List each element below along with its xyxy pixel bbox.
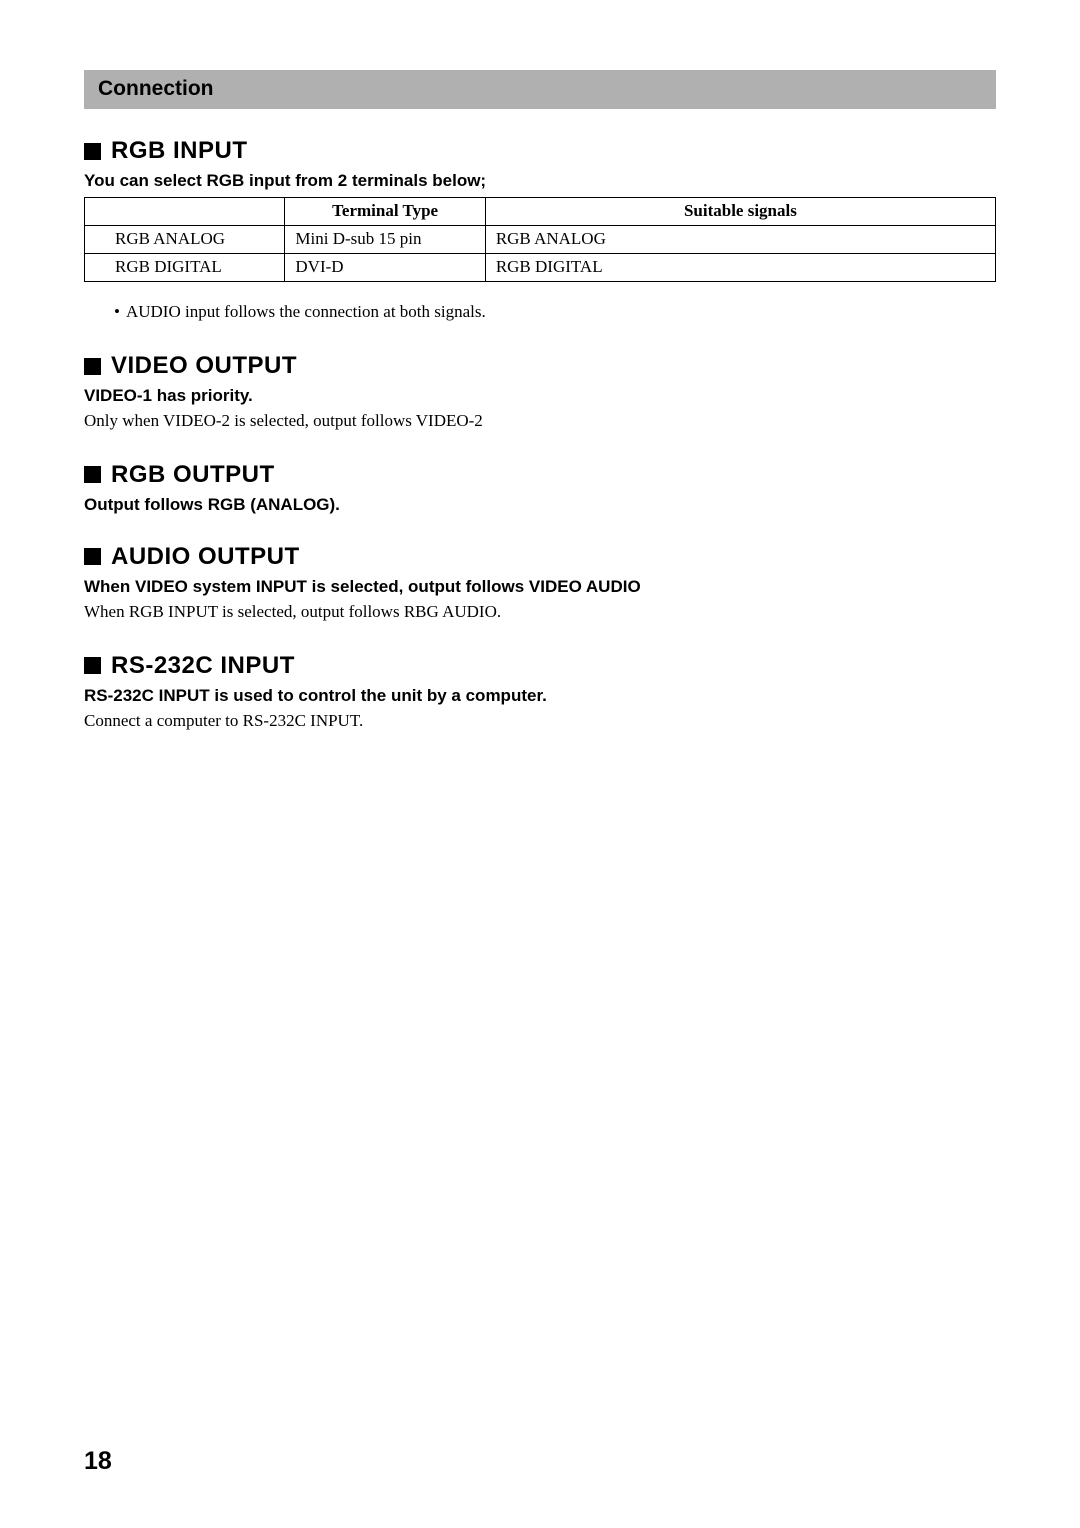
note-line: • AUDIO input follows the connection at … bbox=[114, 302, 996, 322]
table-row: RGB ANALOG Mini D-sub 15 pin RGB ANALOG bbox=[85, 226, 996, 254]
page: Connection RGB INPUT You can select RGB … bbox=[0, 0, 1080, 1528]
table-cell: RGB ANALOG bbox=[85, 226, 285, 254]
section-heading: RS-232C INPUT bbox=[84, 652, 996, 680]
page-number: 18 bbox=[84, 1447, 112, 1476]
table-cell: RGB DIGITAL bbox=[85, 254, 285, 282]
section-header-bar: Connection bbox=[84, 70, 996, 109]
section-heading: RGB INPUT bbox=[84, 137, 996, 165]
rgb-input-table: Terminal Type Suitable signals RGB ANALO… bbox=[84, 197, 996, 282]
section-subheading: You can select RGB input from 2 terminal… bbox=[84, 171, 996, 191]
section-title: AUDIO OUTPUT bbox=[111, 543, 300, 571]
body-text: Connect a computer to RS-232C INPUT. bbox=[84, 710, 996, 733]
section-subheading: When VIDEO system INPUT is selected, out… bbox=[84, 577, 996, 597]
section-title: RGB OUTPUT bbox=[111, 461, 275, 489]
section-heading: VIDEO OUTPUT bbox=[84, 352, 996, 380]
section-header-title: Connection bbox=[98, 77, 214, 100]
table-cell: Mini D-sub 15 pin bbox=[285, 226, 485, 254]
square-bullet-icon bbox=[84, 657, 101, 674]
table-cell: RGB ANALOG bbox=[485, 226, 995, 254]
square-bullet-icon bbox=[84, 548, 101, 565]
square-bullet-icon bbox=[84, 358, 101, 375]
table-cell: RGB DIGITAL bbox=[485, 254, 995, 282]
note-text: AUDIO input follows the connection at bo… bbox=[126, 302, 486, 322]
table-cell: DVI-D bbox=[285, 254, 485, 282]
section-video-output: VIDEO OUTPUT VIDEO-1 has priority. Only … bbox=[84, 352, 996, 433]
body-text: When RGB INPUT is selected, output follo… bbox=[84, 601, 996, 624]
table-header-cell: Terminal Type bbox=[285, 198, 485, 226]
section-subheading: Output follows RGB (ANALOG). bbox=[84, 495, 996, 515]
table-row: RGB DIGITAL DVI-D RGB DIGITAL bbox=[85, 254, 996, 282]
square-bullet-icon bbox=[84, 466, 101, 483]
section-subheading: VIDEO-1 has priority. bbox=[84, 386, 996, 406]
table-header-cell: Suitable signals bbox=[485, 198, 995, 226]
square-bullet-icon bbox=[84, 143, 101, 160]
section-title: VIDEO OUTPUT bbox=[111, 352, 297, 380]
bullet-dot-icon: • bbox=[114, 302, 120, 322]
section-heading: AUDIO OUTPUT bbox=[84, 543, 996, 571]
section-rgb-input: RGB INPUT You can select RGB input from … bbox=[84, 137, 996, 322]
section-audio-output: AUDIO OUTPUT When VIDEO system INPUT is … bbox=[84, 543, 996, 624]
section-heading: RGB OUTPUT bbox=[84, 461, 996, 489]
table-header-cell bbox=[85, 198, 285, 226]
table: Terminal Type Suitable signals RGB ANALO… bbox=[84, 197, 996, 282]
section-rs232c-input: RS-232C INPUT RS-232C INPUT is used to c… bbox=[84, 652, 996, 733]
section-subheading: RS-232C INPUT is used to control the uni… bbox=[84, 686, 996, 706]
body-text: Only when VIDEO-2 is selected, output fo… bbox=[84, 410, 996, 433]
section-title: RGB INPUT bbox=[111, 137, 248, 165]
table-header-row: Terminal Type Suitable signals bbox=[85, 198, 996, 226]
section-rgb-output: RGB OUTPUT Output follows RGB (ANALOG). bbox=[84, 461, 996, 515]
section-title: RS-232C INPUT bbox=[111, 652, 295, 680]
